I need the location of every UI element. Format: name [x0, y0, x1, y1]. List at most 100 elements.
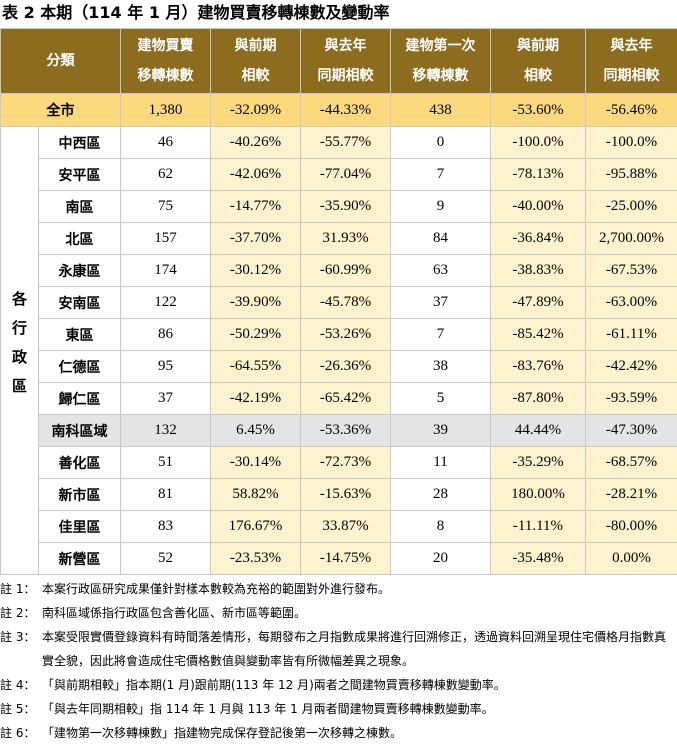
cell: 132 — [121, 415, 211, 447]
cell: -25.00% — [586, 191, 677, 223]
cell: 83 — [121, 511, 211, 543]
cell: 51 — [121, 447, 211, 479]
cell: -63.00% — [586, 287, 677, 319]
cell: -36.84% — [491, 223, 586, 255]
cell: 7 — [391, 319, 491, 351]
row-name: 南區 — [39, 191, 121, 223]
row-name: 永康區 — [39, 255, 121, 287]
cell: -35.29% — [491, 447, 586, 479]
cell: 86 — [121, 319, 211, 351]
cell: -35.90% — [301, 191, 391, 223]
cell: 28 — [391, 479, 491, 511]
header-line: 相較 — [491, 61, 585, 91]
row-name: 南科區域 — [39, 415, 121, 447]
cell: -35.48% — [491, 543, 586, 575]
cell: -53.36% — [301, 415, 391, 447]
note: 註 1：本案行政區研究成果僅針對樣本數較為充裕的範圍對外進行發布。 — [0, 577, 677, 601]
cell: -67.53% — [586, 255, 677, 287]
header-line: 移轉棟數 — [391, 61, 490, 91]
cell: -87.80% — [491, 383, 586, 415]
cell: -23.53% — [211, 543, 301, 575]
cell: -14.75% — [301, 543, 391, 575]
note-label: 註 5： — [0, 697, 42, 721]
cell: -100.0% — [586, 127, 677, 159]
cell: 6.45% — [211, 415, 301, 447]
note-text: 本案行政區研究成果僅針對樣本數較為充裕的範圍對外進行發布。 — [42, 577, 677, 601]
cell: -45.78% — [301, 287, 391, 319]
cell: 9 — [391, 191, 491, 223]
cell: 438 — [391, 94, 491, 127]
note: 註 4：「與前期相較」指本期(1 月)跟前期(113 年 12 月)兩者之間建物… — [0, 673, 677, 697]
cell: -95.88% — [586, 159, 677, 191]
cell: 58.82% — [211, 479, 301, 511]
header-line: 建物買賣 — [121, 31, 210, 61]
note-label: 註 4： — [0, 673, 42, 697]
cell: -37.70% — [211, 223, 301, 255]
cell: -14.77% — [211, 191, 301, 223]
note-text: 本案受限實價登錄資料有時間落差情形，每期發布之月指數成果將進行回溯修正，透過資料… — [42, 625, 677, 673]
note: 註 6：「建物第一次移轉棟數」指建物完成保存登記後第一次移轉之棟數。 — [0, 721, 677, 745]
header-cell: 建物第一次移轉棟數 — [391, 29, 491, 94]
note: 註 2：南科區域係指行政區包含善化區、新市區等範圍。 — [0, 601, 677, 625]
cell: 180.00% — [491, 479, 586, 511]
cell: -42.19% — [211, 383, 301, 415]
row-name: 善化區 — [39, 447, 121, 479]
cell: 37 — [121, 383, 211, 415]
cell: -30.14% — [211, 447, 301, 479]
header-line: 與前期 — [491, 31, 585, 61]
header-line: 同期相較 — [586, 61, 677, 91]
cell: 95 — [121, 351, 211, 383]
group-label: 各行政區 — [9, 291, 30, 407]
header-line: 建物第一次 — [391, 31, 490, 61]
cell: 44.44% — [491, 415, 586, 447]
cell: -11.11% — [491, 511, 586, 543]
cell: 63 — [391, 255, 491, 287]
header-cell: 與去年同期相較 — [301, 29, 391, 94]
cell: 20 — [391, 543, 491, 575]
row-name: 佳里區 — [39, 511, 121, 543]
cell: -55.77% — [301, 127, 391, 159]
note: 註 5：「與去年同期相較」指 114 年 1 月與 113 年 1 月兩者間建物… — [0, 697, 677, 721]
header-line: 同期相較 — [301, 61, 390, 91]
cell: -30.12% — [211, 255, 301, 287]
header-cell: 與前期相較 — [491, 29, 586, 94]
cell: -85.42% — [491, 319, 586, 351]
row-name: 新市區 — [39, 479, 121, 511]
row-name: 新營區 — [39, 543, 121, 575]
cell: -56.46% — [586, 94, 677, 127]
note: 註 3：本案受限實價登錄資料有時間落差情形，每期發布之月指數成果將進行回溯修正，… — [0, 625, 677, 673]
row-name: 全市 — [1, 94, 121, 127]
cell: -72.73% — [301, 447, 391, 479]
cell: 176.67% — [211, 511, 301, 543]
cell: 0 — [391, 127, 491, 159]
cell: -15.63% — [301, 479, 391, 511]
row-name: 中西區 — [39, 127, 121, 159]
cell: -28.21% — [586, 479, 677, 511]
cell: 75 — [121, 191, 211, 223]
cell: 31.93% — [301, 223, 391, 255]
cell: 46 — [121, 127, 211, 159]
row-name: 東區 — [39, 319, 121, 351]
row-name: 北區 — [39, 223, 121, 255]
cell: -77.04% — [301, 159, 391, 191]
note-text: 「與去年同期相較」指 114 年 1 月與 113 年 1 月兩者間建物買賣移轉… — [42, 697, 677, 721]
cell: 62 — [121, 159, 211, 191]
cell: 11 — [391, 447, 491, 479]
header-line: 與前期 — [211, 31, 300, 61]
header-row: 分類建物買賣移轉棟數與前期相較與去年同期相較建物第一次移轉棟數與前期相較與去年同… — [1, 29, 677, 94]
cell: -44.33% — [301, 94, 391, 127]
cell: 0.00% — [586, 543, 677, 575]
cell: -32.09% — [211, 94, 301, 127]
header-cell: 與前期相較 — [211, 29, 301, 94]
cell: -38.83% — [491, 255, 586, 287]
cell: 38 — [391, 351, 491, 383]
cell: 37 — [391, 287, 491, 319]
